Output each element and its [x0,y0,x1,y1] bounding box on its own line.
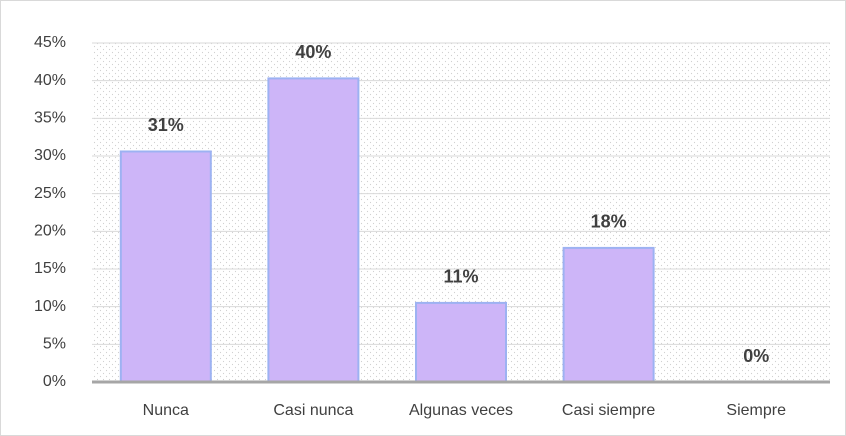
y-tick-label: 0% [43,373,66,390]
y-tick-label: 45% [34,34,66,51]
y-tick-label: 40% [34,72,66,89]
x-tick-label: Nunca [143,402,189,419]
x-tick-label: Siempre [726,402,786,419]
y-tick-label: 25% [34,185,66,202]
value-label: 18% [591,212,627,232]
y-tick-label: 15% [34,260,66,277]
value-label: 40% [295,42,331,62]
y-tick-label: 35% [34,110,66,127]
x-tick-label: Casi nunca [273,402,353,419]
x-tick-label: Algunas veces [409,402,513,419]
y-tick-label: 30% [34,147,66,164]
bar [415,301,507,383]
bar [267,77,360,383]
bar [119,150,212,383]
x-tick-label: Casi siempre [562,402,655,419]
value-label: 31% [148,115,184,135]
value-label: 11% [443,267,478,287]
value-label: 0% [743,346,769,366]
y-tick-label: 20% [34,223,66,240]
y-tick-label: 10% [34,298,66,315]
bar [562,246,655,383]
y-tick-label: 5% [43,336,66,353]
